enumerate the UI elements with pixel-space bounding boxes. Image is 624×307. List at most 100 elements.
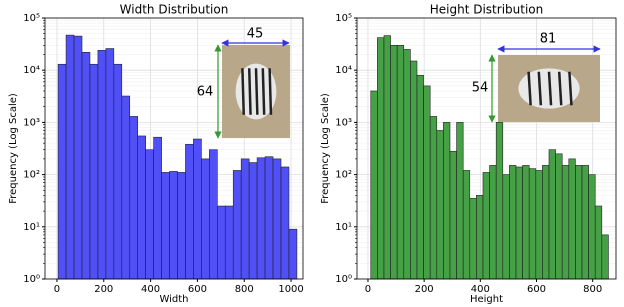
zebra-rear-stripe <box>242 68 243 115</box>
y-axis-label: Frequency (Log Scale) <box>8 93 19 204</box>
y-axis-label: Frequency (Log Scale) <box>320 93 331 204</box>
bar <box>178 172 186 279</box>
chart-title: Height Distribution <box>430 3 544 17</box>
bar <box>281 167 289 279</box>
bar <box>595 206 602 279</box>
x-tick-label: 800 <box>235 284 254 295</box>
bar <box>516 167 523 279</box>
bar <box>424 86 431 279</box>
bar <box>391 45 398 279</box>
bar <box>273 159 281 279</box>
bar <box>114 64 122 279</box>
bar <box>450 151 457 279</box>
bar <box>443 122 450 279</box>
bar <box>138 136 146 279</box>
annotation: 81 <box>540 32 557 47</box>
bar <box>437 130 444 279</box>
bar <box>233 170 241 279</box>
bar <box>569 159 576 279</box>
bar <box>82 52 90 279</box>
bar <box>241 159 249 279</box>
bar <box>377 38 384 279</box>
bar <box>470 198 477 279</box>
bar <box>257 158 265 279</box>
bar <box>225 206 233 279</box>
x-tick-label: 400 <box>141 284 160 295</box>
bar <box>542 165 549 279</box>
bar <box>106 49 114 279</box>
bar <box>556 154 563 279</box>
y-tick-label: 10⁴ <box>23 65 40 76</box>
bar <box>490 165 497 279</box>
annotation: 64 <box>197 85 214 100</box>
bar <box>265 157 273 279</box>
bar <box>410 61 417 279</box>
bar <box>154 137 162 279</box>
x-tick-label: 200 <box>415 284 434 295</box>
bar <box>66 35 74 279</box>
bar <box>170 171 178 279</box>
bar <box>404 49 411 279</box>
zebra-rear-stripe <box>263 68 264 115</box>
bar <box>185 144 193 279</box>
y-tick-label: 10² <box>23 170 40 181</box>
x-axis-label: Height <box>470 294 503 305</box>
zebra-rear-stripe <box>256 68 257 115</box>
bar <box>549 150 556 279</box>
x-tick-label: 0 <box>365 284 371 295</box>
bar <box>476 195 483 279</box>
bar <box>523 165 530 279</box>
bar <box>397 45 404 279</box>
annotation: 54 <box>472 81 489 96</box>
y-tick-label: 10³ <box>335 117 352 128</box>
x-tick-label: 200 <box>94 284 113 295</box>
chart-title: Width Distribution <box>120 3 229 17</box>
bar <box>130 116 138 279</box>
bar <box>98 50 106 279</box>
x-axis-label: Width <box>159 294 188 305</box>
bar <box>249 163 257 279</box>
bar <box>209 150 217 279</box>
bar <box>582 165 589 279</box>
zebra-rear-stripe <box>249 68 250 115</box>
figure: 10⁰ 10¹ 10² 10³ 10⁴ 10⁵ 0 200 400 600 800 1000 45 64 W… <box>0 0 624 307</box>
bar <box>146 150 154 279</box>
x-tick-label: 1000 <box>278 284 303 295</box>
bar <box>193 139 201 279</box>
bar <box>496 122 503 279</box>
y-tick-label: 10⁴ <box>335 65 352 76</box>
bar <box>371 91 378 279</box>
bar <box>562 165 569 279</box>
y-tick-label: 10¹ <box>335 222 352 233</box>
bar <box>417 75 424 279</box>
y-tick-label: 10³ <box>23 117 40 128</box>
bar <box>58 64 66 279</box>
bar <box>122 96 130 279</box>
y-tick-label: 10⁵ <box>335 13 352 24</box>
bar <box>74 36 82 279</box>
bar <box>162 172 170 279</box>
bar <box>289 229 297 279</box>
x-tick-label: 600 <box>527 284 546 295</box>
y-tick-label: 10¹ <box>23 222 40 233</box>
bar <box>589 175 596 279</box>
x-tick-label: 800 <box>583 284 602 295</box>
y-tick-label: 10² <box>335 170 352 181</box>
bar <box>430 116 437 279</box>
bar <box>90 64 98 279</box>
bar <box>602 235 609 279</box>
chart: 10⁰ 10¹ 10² 10³ 10⁴ 10⁵ 0 200 400 600 800 1000 45 64 W… <box>8 3 304 306</box>
bar <box>575 165 582 279</box>
y-tick-label: 10⁰ <box>335 274 352 285</box>
bar <box>483 172 490 279</box>
y-tick-label: 10⁵ <box>23 13 40 24</box>
annotation: 45 <box>247 27 264 42</box>
y-tick-label: 10⁰ <box>23 274 40 285</box>
bar <box>529 169 536 279</box>
x-tick-label: 600 <box>188 284 207 295</box>
bar <box>457 122 464 279</box>
zebra-rear-stripe <box>270 68 271 115</box>
x-tick-label: 0 <box>54 284 60 295</box>
bar <box>217 206 225 279</box>
